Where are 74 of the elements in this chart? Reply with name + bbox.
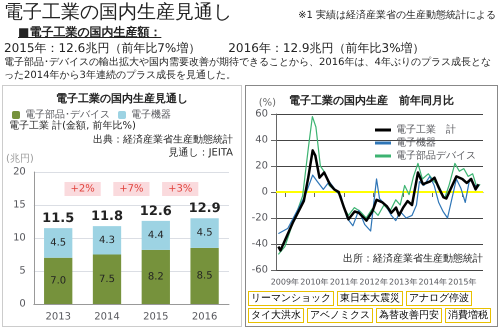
x-tick-label: 2009年 bbox=[270, 278, 300, 286]
text: 東日本大震災 bbox=[337, 291, 403, 306]
legend-label: 電子機器 bbox=[131, 108, 171, 120]
y-tick-label: -40 bbox=[252, 238, 268, 250]
line-series bbox=[278, 174, 480, 234]
y-tick-label: 20 bbox=[255, 160, 268, 172]
chart-title: 電子工業の国内生産見通し bbox=[56, 92, 188, 105]
total-label: 11.8 bbox=[90, 209, 124, 224]
x-tick-label: 2015年 bbox=[448, 278, 476, 286]
x-tick-label: 2013年 bbox=[388, 278, 418, 286]
x-tick-label: 2012年 bbox=[359, 278, 388, 286]
text: ※1 実績は経済産業省の生産動態統計による bbox=[298, 8, 496, 22]
data-label: 8.2 bbox=[148, 271, 164, 282]
x-tick-label: 2010年 bbox=[300, 278, 329, 286]
text: 2015年：12.6兆円（前年比7%増） bbox=[4, 40, 200, 56]
y-tick-label: 60 bbox=[255, 108, 268, 120]
text: 2016年：12.9兆円（前年比3%増） bbox=[228, 40, 425, 56]
data-label: 4.5 bbox=[196, 228, 213, 239]
bar bbox=[190, 218, 219, 248]
y-tick-label: 15 bbox=[13, 200, 26, 210]
text: 消費増税 bbox=[445, 308, 491, 323]
data-label: 7.0 bbox=[50, 275, 66, 286]
total-label: 11.5 bbox=[42, 211, 74, 226]
x-tick-label: 2016 bbox=[192, 312, 218, 322]
bar bbox=[142, 250, 170, 304]
text: 電子部品･デバイスの輸出拡大や国内需要改善が期待できることから、2016年は、4年ぶりのプラス成長となった2014年から3年連続のプラス成長を見通した。 bbox=[4, 56, 492, 82]
bar bbox=[92, 226, 122, 254]
legend-label: 電子部品･デバイス bbox=[25, 108, 110, 120]
y-tick-label: -20 bbox=[252, 212, 268, 224]
text: リーマンショック bbox=[248, 291, 334, 306]
x-tick-label: 2015 bbox=[143, 312, 169, 322]
annotation: +7% bbox=[119, 184, 144, 194]
chart-title: 電子工業の国内生産 前年同月比 bbox=[289, 94, 454, 107]
x-tick-label: 2014 bbox=[94, 312, 120, 322]
annotation: +2% bbox=[70, 184, 95, 194]
annotation: 出所：経済産業省生産動態統計 bbox=[343, 252, 483, 264]
legend-label: 電子部品デバイス bbox=[396, 150, 476, 162]
text: タイ大洪水 bbox=[248, 308, 304, 323]
data-label: 8.5 bbox=[196, 270, 213, 282]
y-tick-label: 5 bbox=[19, 266, 26, 276]
x-tick-label: 2014年 bbox=[418, 278, 447, 286]
total-label: 12.6 bbox=[140, 204, 172, 219]
total-label: 12.9 bbox=[188, 201, 221, 216]
bar bbox=[190, 248, 219, 304]
bar bbox=[44, 228, 72, 258]
text: 電子工業 計(金額, 前年比%) bbox=[9, 120, 136, 132]
bar bbox=[142, 220, 170, 250]
text: 為替改善円安 bbox=[376, 308, 442, 323]
line-series bbox=[277, 149, 480, 252]
text: 見通し：JEITA bbox=[168, 146, 234, 158]
x-tick-label: 2013 bbox=[45, 312, 71, 322]
text: ■電子工業の国内生産額： bbox=[18, 24, 162, 40]
annotation: +3% bbox=[168, 184, 192, 194]
bar bbox=[44, 258, 72, 304]
y-tick-label: 10 bbox=[13, 232, 26, 244]
data-label: 4.4 bbox=[148, 230, 164, 241]
y-tick-label: 0 bbox=[262, 186, 268, 198]
y-axis-title: (兆円) bbox=[6, 152, 34, 164]
bar bbox=[92, 254, 122, 304]
x-tick-label: 2011年 bbox=[330, 278, 358, 286]
legend-label: 電子工業 計 bbox=[396, 124, 456, 136]
source-note: 出典：経済産業省生産動態統計 bbox=[93, 134, 233, 146]
text: アナログ停波 bbox=[406, 291, 472, 306]
y-tick-label: 20 bbox=[13, 166, 26, 178]
text: 電子工業の国内生産見通し bbox=[4, 0, 232, 24]
y-tick-label: 0 bbox=[19, 298, 26, 310]
data-label: 4.3 bbox=[99, 234, 115, 246]
data-label: 4.5 bbox=[50, 237, 66, 248]
y-tick-label: -60 bbox=[252, 264, 268, 276]
y-axis-title: (%) bbox=[258, 98, 276, 108]
legend-label: 電子機器 bbox=[396, 136, 436, 148]
y-tick-label: 40 bbox=[255, 134, 268, 146]
data-label: 7.5 bbox=[99, 274, 115, 285]
text: アベノミクス bbox=[307, 308, 373, 323]
